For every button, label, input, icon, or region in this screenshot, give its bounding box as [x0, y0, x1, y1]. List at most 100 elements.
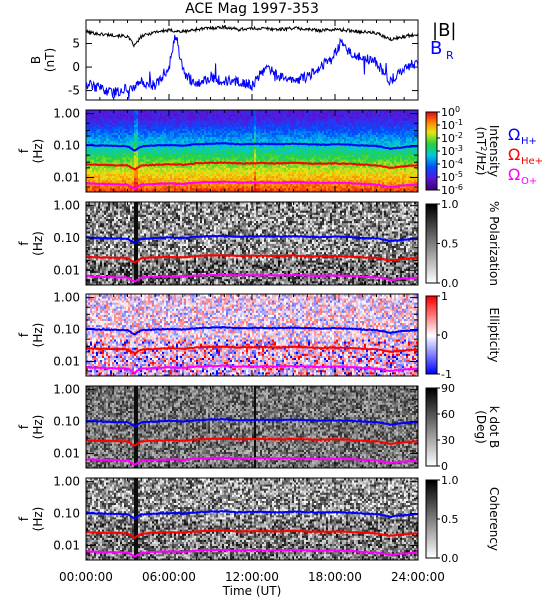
- heatmap-cell: [144, 114, 147, 117]
- heatmap-cell: [130, 183, 133, 187]
- heatmap-cell: [212, 151, 215, 154]
- heatmap-cell: [114, 153, 117, 156]
- heatmap-cell: [198, 171, 201, 174]
- heatmap-cell: [148, 153, 151, 156]
- heatmap-cell: [96, 157, 99, 160]
- heatmap-cell: [178, 179, 181, 183]
- heatmap-cell: [188, 134, 191, 138]
- heatmap-cell: [204, 112, 207, 115]
- heatmap-cell: [144, 136, 147, 140]
- heatmap-cell: [140, 128, 143, 131]
- heatmap-cell: [192, 124, 195, 127]
- heatmap-cell: [216, 116, 219, 119]
- heatmap-cell: [116, 112, 119, 115]
- heatmap-cell: [220, 171, 223, 174]
- heatmap-cell: [146, 161, 149, 164]
- heatmap-cell: [220, 130, 223, 133]
- heatmap-cell: [198, 155, 201, 158]
- heatmap-cell: [212, 177, 215, 181]
- heatmap-cell: [86, 159, 89, 162]
- heatmap-cell: [184, 175, 187, 179]
- heatmap-cell: [152, 140, 155, 144]
- heatmap-cell: [218, 144, 221, 148]
- heatmap-cell: [196, 118, 199, 121]
- heatmap-cell: [164, 134, 167, 138]
- heatmap-cell: [162, 118, 165, 121]
- heatmap-cell: [92, 110, 95, 113]
- heatmap-cell: [112, 142, 115, 146]
- heatmap-cell: [216, 118, 219, 121]
- heatmap-cell: [202, 187, 205, 191]
- heatmap-cell: [126, 167, 129, 170]
- heatmap-cell: [176, 161, 179, 164]
- heatmap-cell: [112, 140, 115, 144]
- heatmap-cell: [134, 144, 137, 148]
- heatmap-cell: [160, 189, 163, 193]
- heatmap-cell: [106, 181, 109, 185]
- heatmap-cell: [104, 124, 107, 127]
- heatmap-cell: [150, 128, 153, 131]
- heatmap-cell: [222, 120, 225, 123]
- heatmap-cell: [164, 185, 167, 189]
- heatmap-cell: [154, 167, 157, 170]
- heatmap-cell: [158, 146, 161, 150]
- heatmap-cell: [164, 177, 167, 181]
- heatmap-cell: [210, 169, 213, 172]
- heatmap-cell: [94, 189, 97, 193]
- heatmap-cell: [96, 124, 99, 127]
- heatmap-cell: [176, 110, 179, 113]
- heatmap-cell: [92, 153, 95, 156]
- heatmap-cell: [180, 126, 183, 129]
- heatmap-cell: [134, 153, 137, 156]
- heatmap-cell: [156, 140, 159, 144]
- heatmap-cell: [172, 185, 175, 189]
- heatmap-cell: [212, 130, 215, 133]
- chart-title: ACE Mag 1997-353: [185, 1, 319, 17]
- heatmap-cell: [160, 171, 163, 174]
- heatmap-cell: [214, 151, 217, 154]
- heatmap-cell: [196, 187, 199, 191]
- heatmap-cell: [110, 161, 113, 164]
- heatmap-cell: [196, 134, 199, 138]
- heatmap-cell: [170, 159, 173, 162]
- heatmap-cell: [218, 118, 221, 121]
- heatmap-cell: [170, 161, 173, 164]
- heatmap-cell: [218, 134, 221, 138]
- heatmap-cell: [154, 140, 157, 144]
- heatmap-cell: [178, 173, 181, 176]
- heatmap-cell: [202, 157, 205, 160]
- heatmap-cell: [152, 185, 155, 189]
- heatmap-cell: [188, 116, 191, 119]
- heatmap-cell: [120, 155, 123, 158]
- heatmap-cell: [130, 134, 133, 138]
- heatmap-cell: [162, 138, 165, 142]
- heatmap-cell: [216, 175, 219, 179]
- heatmap-cell: [92, 187, 95, 191]
- heatmap-cell: [160, 124, 163, 127]
- heatmap-cell: [90, 189, 93, 193]
- heatmap-cell: [222, 122, 225, 125]
- heatmap-cell: [108, 159, 111, 162]
- heatmap-cell: [122, 140, 125, 144]
- heatmap-cell: [204, 169, 207, 172]
- heatmap-cell: [170, 185, 173, 189]
- heatmap-cell: [100, 118, 103, 121]
- heatmap-cell: [158, 114, 161, 117]
- heatmap-cell: [168, 159, 171, 162]
- heatmap-cell: [156, 187, 159, 191]
- heatmap-cell: [94, 179, 97, 183]
- heatmap-cell: [204, 148, 207, 152]
- heatmap-cell: [210, 132, 213, 135]
- heatmap-cell: [132, 171, 135, 174]
- heatmap-cell: [136, 165, 139, 168]
- heatmap-cell: [204, 146, 207, 150]
- heatmap-cell: [166, 118, 169, 121]
- heatmap-cell: [142, 110, 145, 113]
- heatmap-cell: [202, 159, 205, 162]
- heatmap-cell: [204, 128, 207, 131]
- heatmap-cell: [208, 116, 211, 119]
- heatmap-cell: [152, 151, 155, 154]
- heatmap-cell: [138, 177, 141, 181]
- heatmap-cell: [164, 142, 167, 146]
- heatmap-cell: [108, 167, 111, 170]
